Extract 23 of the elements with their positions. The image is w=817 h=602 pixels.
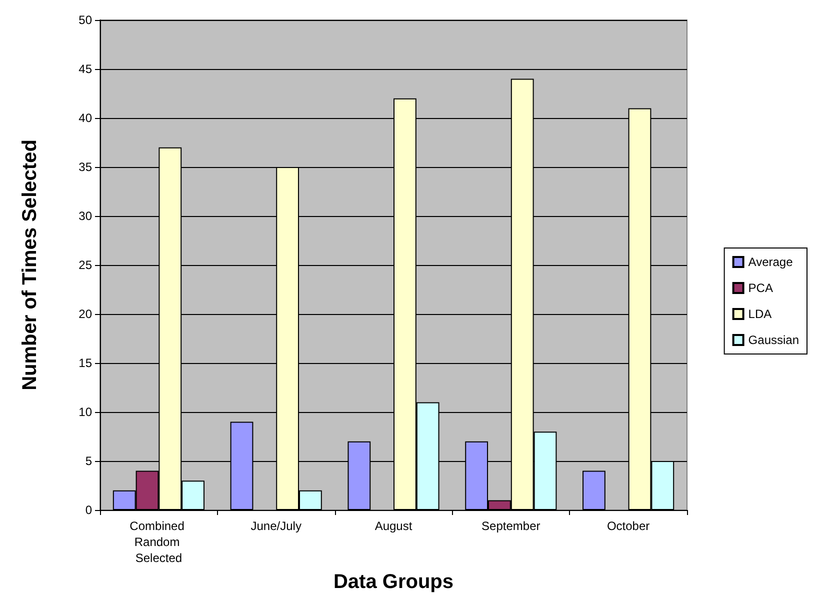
- x-tick-label: October: [606, 519, 650, 533]
- x-tick-label: September: [482, 519, 540, 533]
- x-tick-label: Combined Random Selected: [130, 519, 188, 565]
- y-tick-label: 30: [78, 209, 92, 223]
- y-tick-label: 40: [78, 111, 92, 125]
- y-axis-title: Number of Times Selected: [19, 140, 41, 390]
- legend-label: LDA: [748, 307, 772, 321]
- y-tick-label: 25: [78, 258, 92, 272]
- y-tick-label: 45: [78, 62, 92, 76]
- y-tick-label: 5: [85, 454, 92, 468]
- legend-label: PCA: [748, 281, 773, 295]
- y-tick-label: 35: [78, 160, 92, 174]
- x-tick-label: August: [374, 519, 413, 533]
- legend-label: Average: [748, 255, 794, 269]
- legend-label: Gaussian: [748, 333, 800, 347]
- y-tick-label: 20: [78, 307, 92, 321]
- bar: [582, 470, 606, 510]
- y-tick-label: 15: [78, 356, 92, 370]
- x-axis-title: Data Groups: [333, 571, 454, 593]
- y-tick-label: 0: [85, 503, 92, 517]
- y-tick-label: 10: [78, 405, 92, 419]
- y-tick-label: 50: [78, 13, 92, 27]
- x-tick-label: June/July: [250, 519, 302, 533]
